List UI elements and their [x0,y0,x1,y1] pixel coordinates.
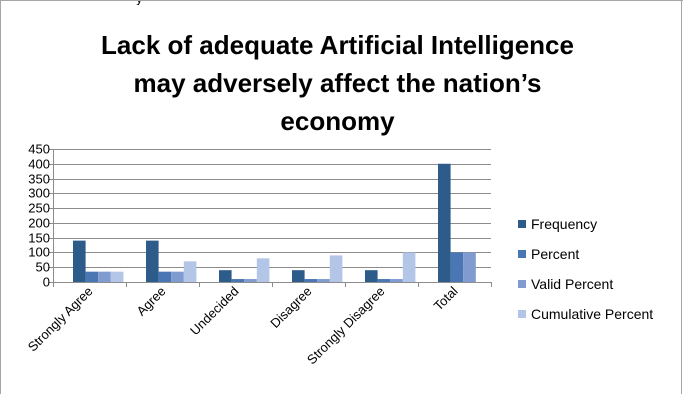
bar-cumulative-percent-undecided [256,258,270,282]
bar-percent-agree [158,271,172,282]
y-tick-label-400: 400 [28,157,50,172]
x-tick-label-agree: Agree [133,284,168,319]
bar-frequency-strongly-disagree [365,270,378,282]
bar-frequency-strongly-agree [73,240,86,282]
legend-item-percent: Percent [518,239,678,269]
y-tick-label-350: 350 [28,172,50,187]
legend-swatch-frequency [518,220,526,228]
y-tick-label-50: 50 [36,260,50,275]
legend-swatch-percent [518,250,526,258]
chart-title-line-2: may adversely affect the nation’s [133,68,542,98]
legend-swatch-cumulative-percent [518,310,526,318]
y-tick-label-250: 250 [28,201,50,216]
bar-frequency-undecided [219,270,232,282]
bar-frequency-agree [146,240,159,282]
chart-title-line-1: Lack of adequate Artificial Intelligence [101,30,574,60]
bar-valid-percent-disagree [317,279,330,282]
chart-title-line-3: economy [280,106,395,136]
bar-percent-total [450,252,464,282]
chart-title: Lack of adequate Artificial Intelligence… [40,26,635,140]
x-tick-label-total: Total [431,283,461,313]
x-tick-label-undecided: Undecided [187,284,242,339]
y-tick-label-300: 300 [28,186,50,201]
bar-percent-strongly-agree [85,271,99,282]
bar-valid-percent-total [463,252,476,282]
bar-percent-undecided [231,279,245,282]
y-tick-label-450: 450 [28,142,50,157]
legend-item-frequency: Frequency [518,209,678,239]
legend-swatch-valid-percent [518,280,526,288]
top-text-fragment: y [0,0,683,5]
bar-cumulative-percent-strongly-disagree [402,252,416,282]
y-tick-label-100: 100 [28,245,50,260]
bar-percent-disagree [304,279,318,282]
bar-valid-percent-agree [171,271,184,282]
y-tick-label-150: 150 [28,231,50,246]
bar-frequency-disagree [292,270,305,282]
legend-label-cumulative-percent: Cumulative Percent [531,306,654,322]
legend-label-percent: Percent [531,246,580,262]
chart-legend: Frequency Percent Valid Percent Cumulative … [518,209,678,329]
y-tick-label-0: 0 [43,275,50,290]
bar-cumulative-percent-agree [183,261,197,282]
bar-percent-strongly-disagree [377,279,391,282]
bar-frequency-total [438,163,451,282]
x-tick-label-disagree: Disagree [267,284,314,331]
x-tick-label-strongly-disagree: Strongly Disagree [304,284,388,368]
legend-label-valid-percent: Valid Percent [531,276,614,292]
x-tick-label-strongly-agree: Strongly Agree [25,284,96,355]
bar-cumulative-percent-strongly-agree [110,271,124,282]
legend-item-cumulative-percent: Cumulative Percent [518,299,678,329]
bar-valid-percent-strongly-agree [98,271,111,282]
bar-cumulative-percent-disagree [329,255,343,282]
bar-valid-percent-strongly-disagree [390,279,403,282]
legend-item-valid-percent: Valid Percent [518,269,678,299]
y-tick-label-200: 200 [28,216,50,231]
bar-valid-percent-undecided [244,279,257,282]
legend-label-frequency: Frequency [531,216,598,232]
